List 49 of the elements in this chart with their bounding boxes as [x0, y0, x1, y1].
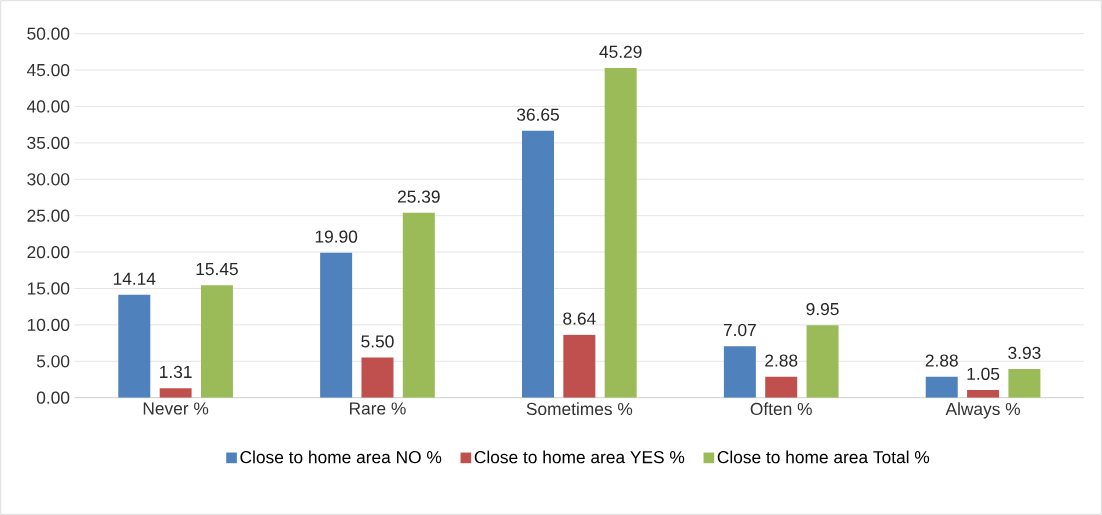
y-tick-label: 45.00: [26, 63, 70, 77]
bar: [402, 212, 435, 398]
bar: [967, 390, 1000, 398]
bar: [723, 346, 756, 398]
y-tick-label: 50.00: [27, 27, 70, 40]
x-tick-label: Rare %: [350, 402, 406, 415]
bar: [806, 325, 839, 398]
data-label: 14.14: [113, 272, 156, 285]
bar: [320, 252, 353, 398]
y-tick-label: 20.00: [27, 245, 70, 259]
bar: [765, 376, 798, 398]
bar: [361, 357, 394, 398]
y-tick-label: 5.00: [36, 355, 70, 368]
y-tick-label: 15.00: [27, 282, 70, 295]
legend-label: Close to home area NO %: [240, 450, 442, 464]
y-tick-label: 25.00: [27, 209, 70, 222]
y-tick-label: 10.00: [27, 318, 70, 331]
legend-label: Close to home area Total %: [717, 450, 930, 464]
y-tick-label: 40.00: [26, 100, 70, 113]
bar: [159, 388, 192, 398]
bar: [118, 294, 151, 398]
bar: [925, 376, 958, 398]
legend-label: Close to home area YES %: [474, 450, 685, 464]
data-label: 45.29: [599, 45, 642, 58]
y-tick-label: 0.00: [36, 391, 70, 404]
data-label: 19.90: [315, 230, 358, 243]
y-tick-label: 30.00: [27, 173, 70, 186]
data-label: 2.88: [765, 354, 798, 367]
x-tick-label: Sometimes %: [526, 402, 633, 416]
data-label: 8.64: [563, 312, 596, 325]
data-label: 3.93: [1008, 346, 1041, 360]
data-label: 1.05: [967, 367, 1000, 380]
bar: [200, 285, 233, 398]
bar: [563, 334, 596, 398]
data-label: 25.39: [398, 190, 440, 203]
bar: [522, 130, 554, 398]
data-label: 15.45: [196, 263, 238, 276]
bar: [604, 67, 637, 398]
data-label: 5.50: [361, 335, 394, 348]
y-tick-label: 35.00: [27, 136, 70, 149]
x-tick-label: Often %: [750, 402, 812, 416]
data-label: 7.07: [723, 323, 756, 337]
data-label: 36.65: [516, 108, 559, 121]
data-label: 2.88: [925, 354, 958, 367]
bar: [1008, 369, 1041, 398]
data-label: 9.95: [806, 302, 839, 316]
x-tick-label: Never %: [143, 402, 209, 415]
data-label: 1.31: [160, 365, 192, 379]
x-tick-label: Always %: [945, 402, 1021, 419]
